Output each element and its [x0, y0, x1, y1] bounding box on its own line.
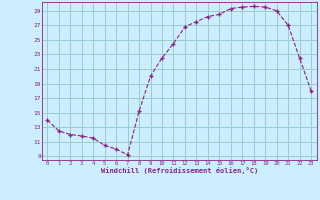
- X-axis label: Windchill (Refroidissement éolien,°C): Windchill (Refroidissement éolien,°C): [100, 167, 258, 174]
